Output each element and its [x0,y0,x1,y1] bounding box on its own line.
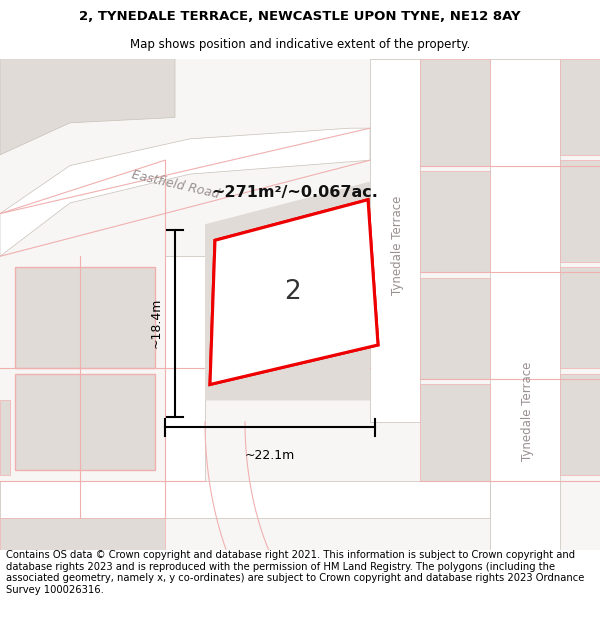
Text: Map shows position and indicative extent of the property.: Map shows position and indicative extent… [130,38,470,51]
Polygon shape [420,171,490,272]
Text: ~18.4m: ~18.4m [150,298,163,348]
Polygon shape [205,181,370,401]
Text: 2: 2 [284,279,301,306]
Text: Tynedale Terrace: Tynedale Terrace [521,361,533,461]
Text: Eastfield Road: Eastfield Road [130,168,220,201]
Polygon shape [420,278,490,379]
Polygon shape [560,267,600,369]
Polygon shape [560,59,600,155]
Polygon shape [0,128,370,256]
Polygon shape [0,481,490,518]
Polygon shape [0,401,10,475]
Polygon shape [0,256,165,481]
Polygon shape [560,374,600,475]
Polygon shape [370,59,420,422]
Text: Tynedale Terrace: Tynedale Terrace [391,196,404,296]
Text: ~271m²/~0.067ac.: ~271m²/~0.067ac. [212,185,379,200]
Polygon shape [560,160,600,262]
Polygon shape [0,518,165,550]
Text: ~22.1m: ~22.1m [245,449,295,461]
Polygon shape [15,374,155,470]
Polygon shape [210,200,378,384]
Polygon shape [0,59,175,155]
Polygon shape [165,256,205,481]
Text: Contains OS data © Crown copyright and database right 2021. This information is : Contains OS data © Crown copyright and d… [6,550,584,595]
Polygon shape [15,267,155,369]
Polygon shape [420,59,490,166]
Polygon shape [420,384,490,481]
Polygon shape [210,200,378,384]
Polygon shape [490,59,560,550]
Text: 2, TYNEDALE TERRACE, NEWCASTLE UPON TYNE, NE12 8AY: 2, TYNEDALE TERRACE, NEWCASTLE UPON TYNE… [79,10,521,23]
